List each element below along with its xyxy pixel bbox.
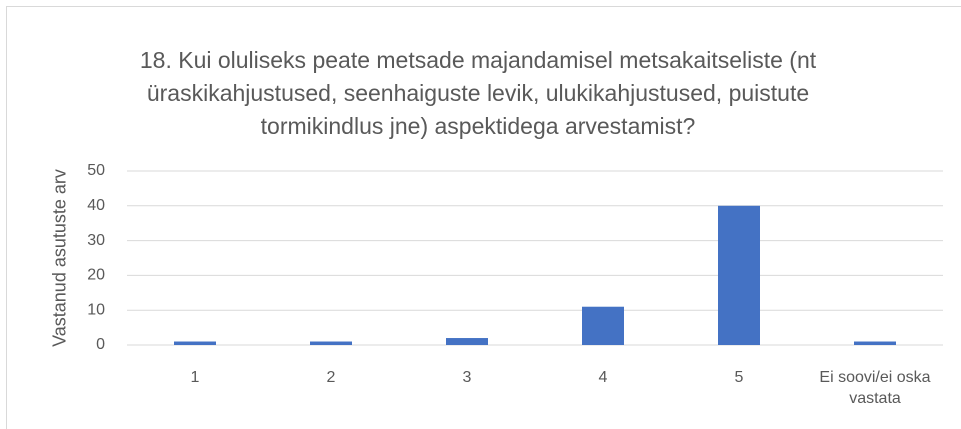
bar <box>446 338 488 345</box>
bar <box>310 341 352 345</box>
chart-title: 18. Kui oluliseks peate metsade majandam… <box>139 47 817 139</box>
chart-frame <box>6 6 961 429</box>
x-tick-label: 5 <box>734 369 744 386</box>
x-tick-label: 2 <box>326 369 336 386</box>
y-tick-label: 30 <box>87 232 105 249</box>
bar <box>854 341 896 345</box>
y-tick-label: 40 <box>87 197 105 214</box>
bar <box>582 306 624 345</box>
y-tick-label: 0 <box>96 336 105 353</box>
y-tick-label: 20 <box>87 267 105 284</box>
y-tick-label: 50 <box>87 162 105 179</box>
x-tick-label: 3 <box>462 369 472 386</box>
bar <box>718 205 760 345</box>
y-tick-label: 10 <box>87 301 105 318</box>
x-tick-label: 1 <box>190 369 200 386</box>
bar <box>174 341 216 345</box>
x-tick-label: 4 <box>598 369 608 386</box>
x-tick-label: Ei soovi/ei oska vastata <box>819 369 931 407</box>
